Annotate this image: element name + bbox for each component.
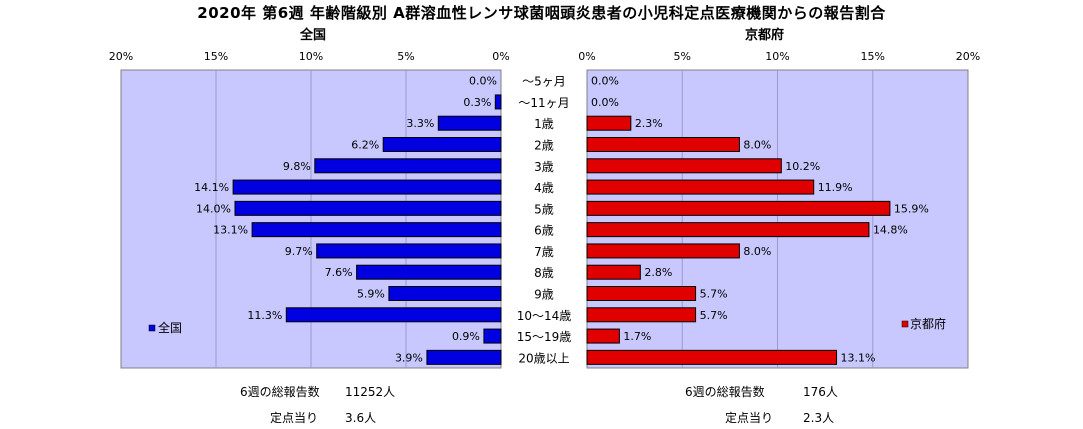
kyoto-bar xyxy=(586,115,632,131)
kyoto-tick-label: 10% xyxy=(765,50,789,63)
kyoto-data-label: 1.7% xyxy=(623,330,651,343)
national-data-label: 6.2% xyxy=(351,139,379,152)
kyoto-bar xyxy=(586,158,782,174)
national-data-label: 0.0% xyxy=(469,75,497,88)
national-total-label: 6週の総報告数 xyxy=(240,385,320,399)
national-data-label: 9.7% xyxy=(285,245,313,258)
national-bar xyxy=(251,222,502,238)
national-tick-label: 10% xyxy=(299,50,323,63)
kyoto-tick-label: 20% xyxy=(956,50,980,63)
kyoto-bar xyxy=(586,349,838,365)
kyoto-bar xyxy=(586,200,891,216)
national-data-label: 0.3% xyxy=(463,96,491,109)
national-bar xyxy=(388,286,502,301)
national-data-label: 3.9% xyxy=(395,351,423,364)
kyoto-bar xyxy=(586,243,740,259)
kyoto-legend-label: 京都府 xyxy=(910,316,946,331)
kyoto-chart-title: 京都府 xyxy=(745,28,785,43)
category-label: 2歳 xyxy=(534,139,554,153)
main-title: 2020年 第6週 年齢階級別 A群溶血性レンサ球菌咽頭炎患者の小児科定点医療機… xyxy=(197,4,886,22)
national-bar xyxy=(382,137,502,152)
category-label: 3歳 xyxy=(534,160,554,174)
national-bar xyxy=(285,307,502,323)
national-bar xyxy=(316,243,502,259)
national-bar xyxy=(437,115,502,131)
kyoto-bar xyxy=(586,179,815,195)
kyoto-data-label: 15.9% xyxy=(894,202,929,215)
national-data-label: 9.8% xyxy=(283,160,311,173)
national-data-label: 14.0% xyxy=(196,202,231,215)
national-data-label: 13.1% xyxy=(213,224,248,237)
national-per-value: 3.6人 xyxy=(345,411,377,425)
national-bar xyxy=(483,328,502,344)
national-tick-label: 0% xyxy=(492,50,509,63)
kyoto-data-label: 5.7% xyxy=(700,309,728,322)
kyoto-data-label: 5.7% xyxy=(700,288,728,301)
national-data-label: 11.3% xyxy=(247,309,282,322)
kyoto-tick-label: 0% xyxy=(578,50,595,63)
national-legend-swatch xyxy=(148,324,156,332)
national-bar xyxy=(356,264,502,280)
kyoto-data-label: 0.0% xyxy=(591,96,619,109)
category-label: 1歳 xyxy=(534,117,554,131)
category-label: 4歳 xyxy=(534,181,554,195)
category-label: 7歳 xyxy=(534,245,554,259)
national-bar xyxy=(314,158,502,174)
kyoto-per-value: 2.3人 xyxy=(803,411,835,425)
category-label: 5歳 xyxy=(534,202,554,216)
national-total-value: 11252人 xyxy=(345,385,396,399)
category-label: 〜5ヶ月 xyxy=(522,75,566,89)
kyoto-data-label: 10.2% xyxy=(785,160,820,173)
kyoto-data-label: 0.0% xyxy=(591,75,619,88)
national-data-label: 5.9% xyxy=(357,288,385,301)
kyoto-bar xyxy=(586,137,740,152)
national-data-label: 7.6% xyxy=(325,266,353,279)
national-tick-label: 5% xyxy=(397,50,414,63)
national-tick-label: 15% xyxy=(204,50,228,63)
kyoto-legend-swatch xyxy=(901,320,909,328)
national-chart-title: 全国 xyxy=(300,28,327,43)
kyoto-bar xyxy=(586,307,697,323)
kyoto-total-value: 176人 xyxy=(803,385,838,399)
national-per-label: 定点当り xyxy=(270,411,319,425)
kyoto-data-label: 13.1% xyxy=(841,351,876,364)
category-label: 20歳以上 xyxy=(518,351,569,365)
kyoto-data-label: 14.8% xyxy=(873,224,908,237)
national-data-label: 0.9% xyxy=(452,330,480,343)
kyoto-data-label: 2.8% xyxy=(644,266,672,279)
category-label: 8歳 xyxy=(534,266,554,280)
kyoto-bar xyxy=(586,264,641,280)
kyoto-data-label: 2.3% xyxy=(635,117,663,130)
kyoto-data-label: 11.9% xyxy=(818,181,853,194)
kyoto-bar xyxy=(586,222,870,238)
national-bar xyxy=(232,179,502,195)
national-tick-label: 20% xyxy=(109,50,133,63)
national-bar xyxy=(426,349,502,365)
category-label: 6歳 xyxy=(534,224,554,238)
national-bar xyxy=(494,94,502,110)
category-label: 10〜14歳 xyxy=(517,309,572,323)
category-label: 〜11ヶ月 xyxy=(518,96,569,110)
kyoto-data-label: 8.0% xyxy=(743,245,771,258)
national-data-label: 3.3% xyxy=(406,117,434,130)
kyoto-bar xyxy=(586,286,697,301)
kyoto-tick-label: 5% xyxy=(674,50,691,63)
kyoto-total-label: 6週の総報告数 xyxy=(685,385,765,399)
national-bar xyxy=(234,200,502,216)
kyoto-data-label: 8.0% xyxy=(743,139,771,152)
kyoto-per-label: 定点当り xyxy=(725,411,774,425)
kyoto-bar xyxy=(586,328,620,344)
category-label: 9歳 xyxy=(534,288,554,302)
national-legend-label: 全国 xyxy=(158,320,182,335)
national-data-label: 14.1% xyxy=(194,181,229,194)
kyoto-tick-label: 15% xyxy=(861,50,885,63)
category-label: 15〜19歳 xyxy=(517,330,572,344)
